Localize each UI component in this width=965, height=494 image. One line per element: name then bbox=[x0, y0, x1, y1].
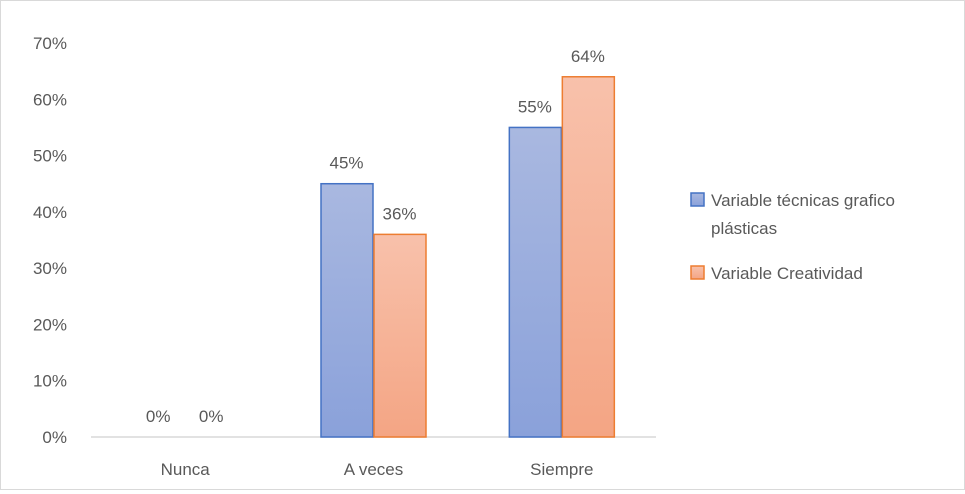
data-labels: 0% 0% 45% 36% 55% 64% bbox=[146, 47, 605, 426]
legend-label: Variable técnicas grafico bbox=[711, 191, 895, 210]
data-label: 0% bbox=[199, 407, 224, 426]
data-label: 55% bbox=[518, 97, 552, 116]
y-tick-label: 30% bbox=[33, 259, 67, 278]
legend-swatch bbox=[690, 192, 705, 207]
y-tick-label: 20% bbox=[33, 315, 67, 334]
y-tick-label: 10% bbox=[33, 372, 67, 391]
y-tick-label: 70% bbox=[33, 34, 67, 53]
bar-creatividad bbox=[561, 76, 616, 438]
bar-tecnicas bbox=[508, 126, 563, 438]
y-axis: 0% 10% 20% 30% 40% 50% 60% 70% bbox=[33, 34, 67, 447]
bar-creatividad bbox=[373, 233, 427, 438]
legend-label: Variable Creatividad bbox=[711, 264, 863, 283]
bars bbox=[320, 76, 616, 438]
y-tick-label: 50% bbox=[33, 147, 67, 166]
y-tick-label: 0% bbox=[42, 428, 67, 447]
data-label: 64% bbox=[571, 47, 605, 66]
legend-label: plásticas bbox=[711, 219, 777, 238]
y-tick-label: 40% bbox=[33, 203, 67, 222]
legend: Variable técnicas grafico plásticas Variab… bbox=[690, 191, 895, 283]
x-tick-label: A veces bbox=[344, 460, 404, 479]
data-label: 36% bbox=[382, 204, 416, 223]
legend-swatch bbox=[690, 265, 705, 280]
data-label: 0% bbox=[146, 407, 171, 426]
x-tick-label: Siempre bbox=[530, 460, 593, 479]
data-label: 45% bbox=[329, 154, 363, 173]
x-tick-label: Nunca bbox=[161, 460, 211, 479]
x-axis: Nunca A veces Siempre bbox=[161, 460, 594, 479]
bar-tecnicas bbox=[320, 182, 374, 438]
y-tick-label: 60% bbox=[33, 90, 67, 109]
